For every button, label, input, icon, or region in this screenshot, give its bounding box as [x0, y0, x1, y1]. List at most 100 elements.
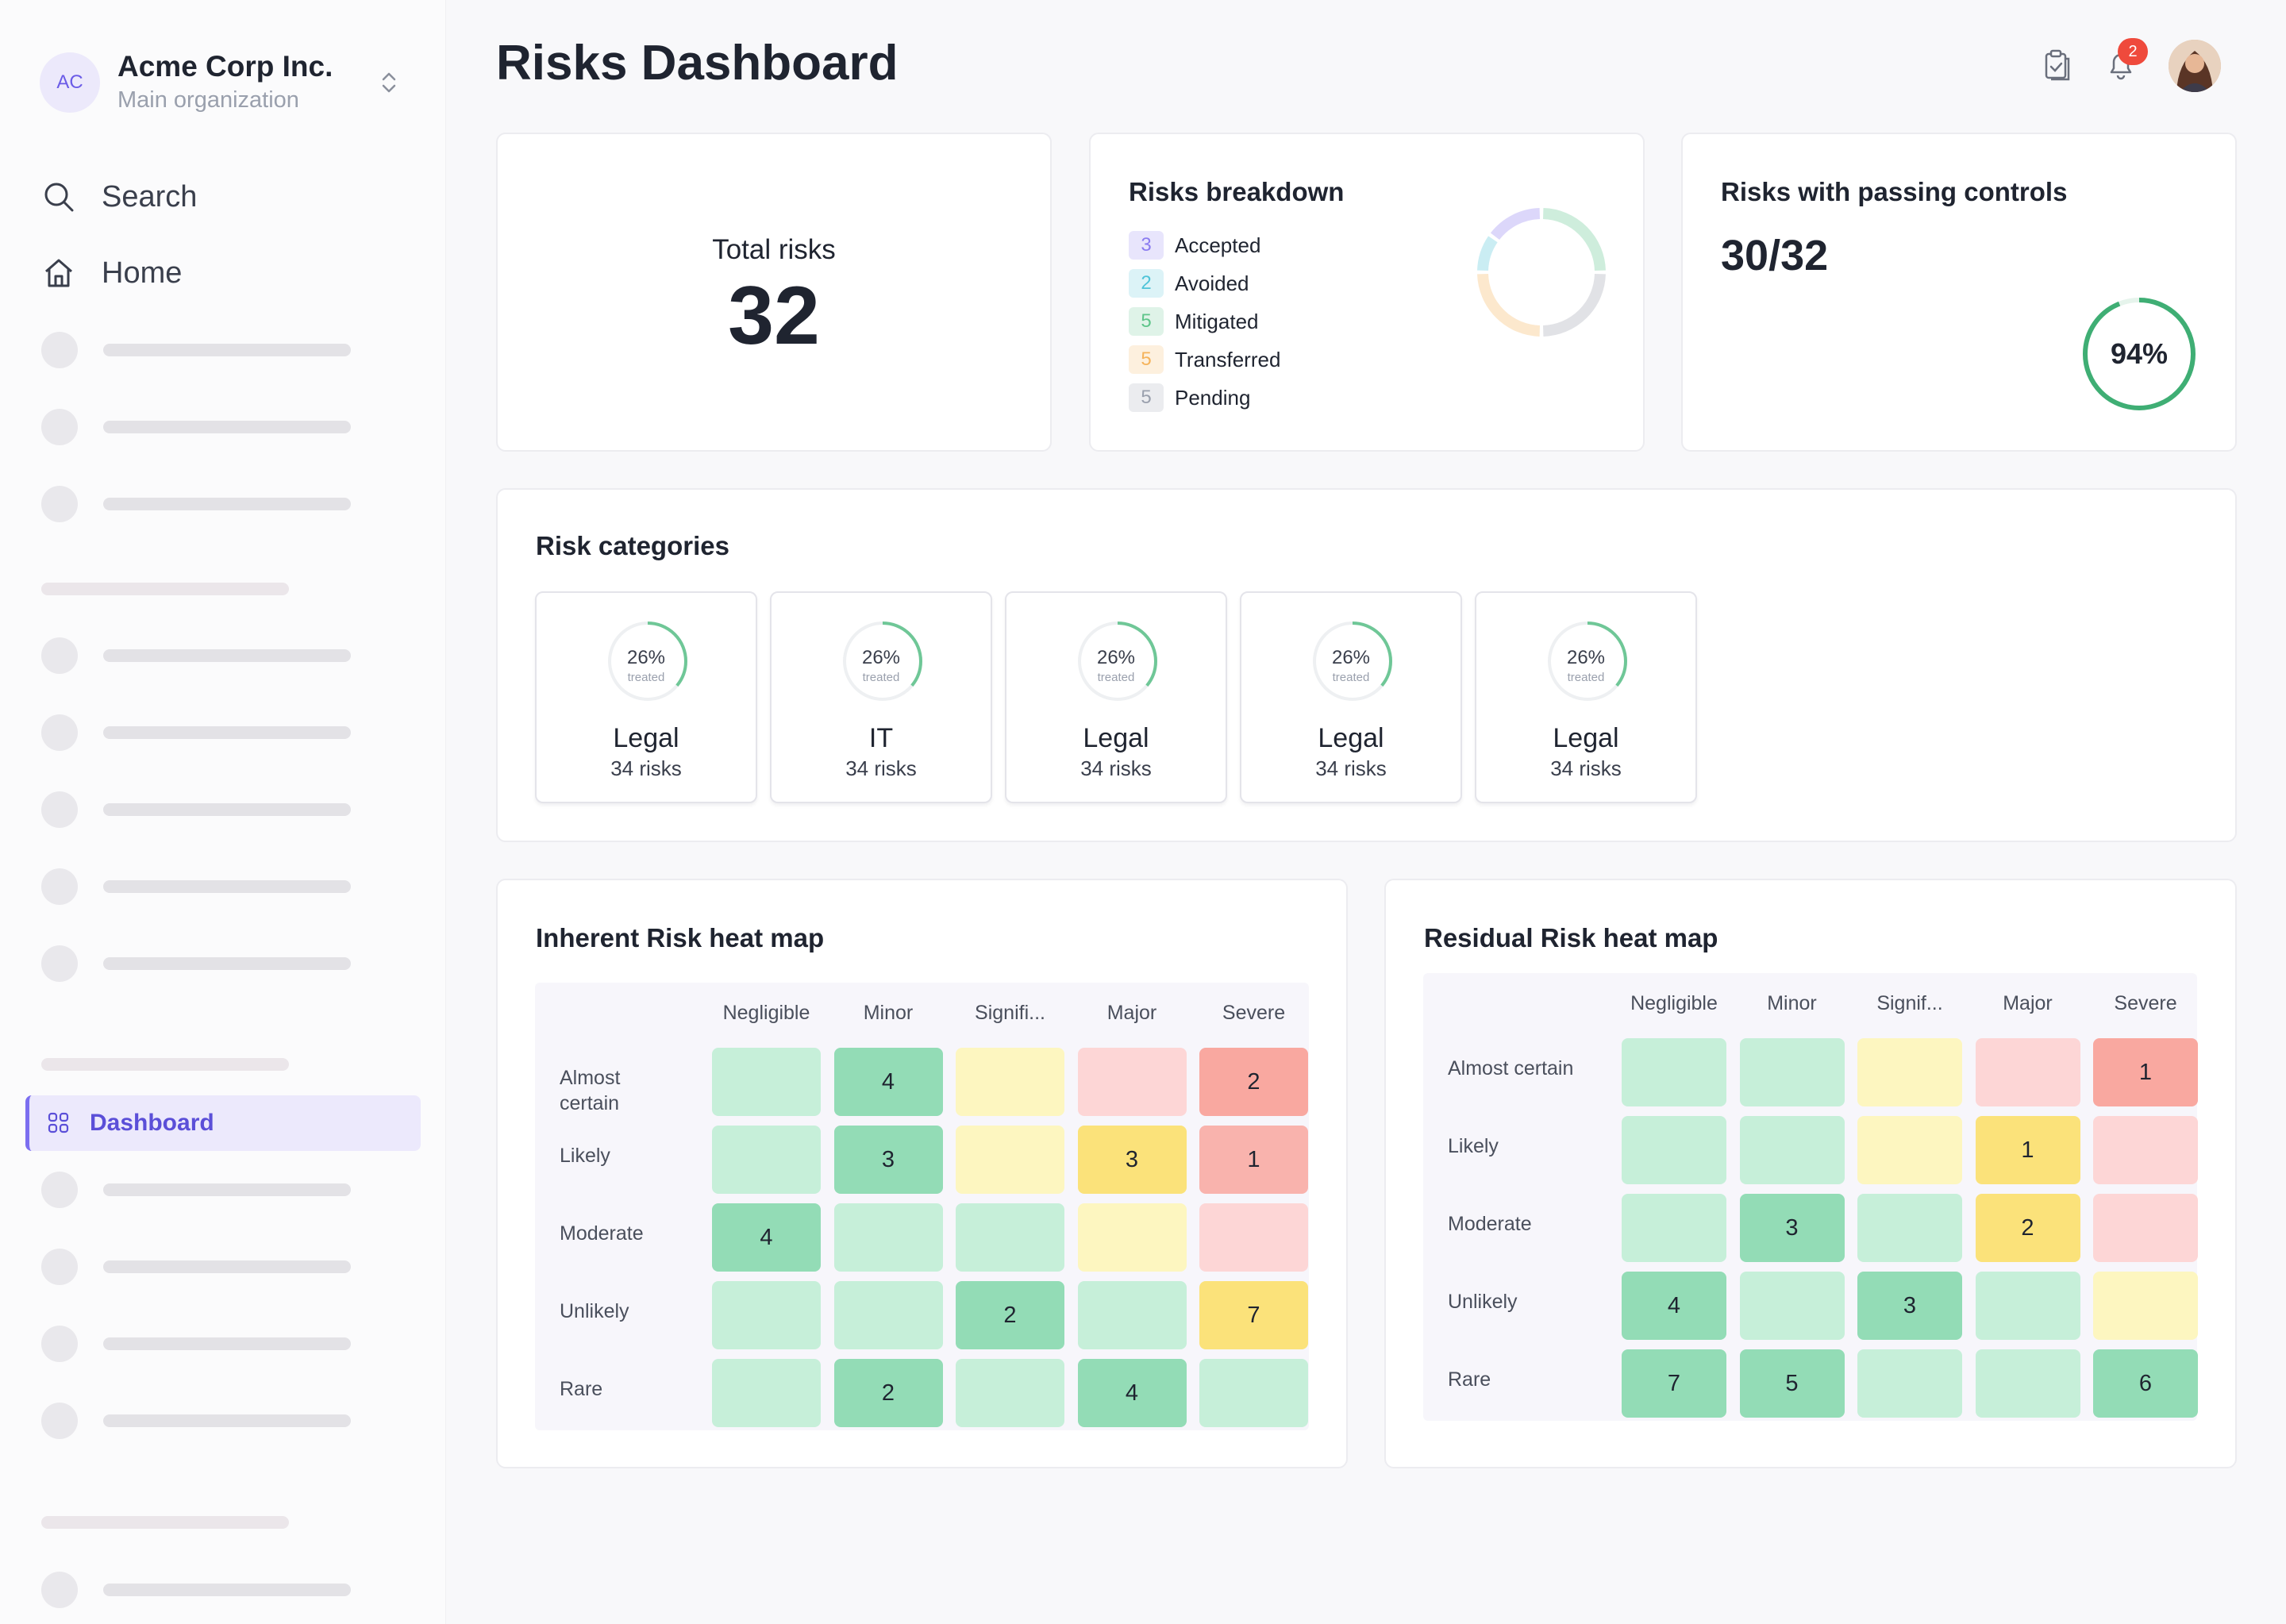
- heatmap-cell[interactable]: 4: [1077, 1359, 1187, 1427]
- heatmap-cell[interactable]: [2093, 1194, 2198, 1262]
- heatmap-cell[interactable]: [956, 1359, 1064, 1427]
- residual-heatmap-title: Residual Risk heat map: [1424, 923, 1718, 952]
- heatmap-cell[interactable]: [956, 1048, 1064, 1116]
- heatmap-cell[interactable]: 1: [2093, 1038, 2198, 1106]
- risk-category-tile[interactable]: 26% treated Legal 34 risks: [1475, 591, 1697, 803]
- sidebar-placeholder-item: [41, 714, 351, 751]
- heatmap-cell[interactable]: 2: [1975, 1194, 2080, 1262]
- home-icon: [45, 259, 72, 287]
- heatmap-cell[interactable]: [1857, 1194, 1962, 1262]
- heatmap-cell[interactable]: 3: [1739, 1194, 1845, 1262]
- nav-home[interactable]: Home: [41, 256, 182, 291]
- nav-dashboard-label: Dashboard: [90, 1110, 214, 1136]
- sidebar-placeholder-heading: [41, 1516, 289, 1529]
- breakdown-count: 3: [1129, 231, 1164, 260]
- heatmap-cell[interactable]: [712, 1359, 821, 1427]
- risk-category-tile[interactable]: 26% treated Legal 34 risks: [535, 591, 757, 803]
- category-count: 34 risks: [1315, 756, 1387, 780]
- category-treated-label: treated: [1332, 671, 1370, 684]
- heatmap-cell[interactable]: 3: [833, 1126, 943, 1194]
- heatmap-cell[interactable]: [1622, 1038, 1726, 1106]
- risk-category-tile[interactable]: 26% treated Legal 34 risks: [1240, 591, 1462, 803]
- heatmap-cell[interactable]: 2: [833, 1359, 943, 1427]
- breakdown-item: 3 Accepted: [1129, 231, 1260, 260]
- heatmap-cell[interactable]: [1975, 1349, 2080, 1418]
- heatmap-cell[interactable]: 1: [1199, 1126, 1308, 1194]
- sidebar-placeholder-item: [41, 1326, 351, 1362]
- heatmap-cell[interactable]: [1622, 1116, 1726, 1184]
- category-ring: [1078, 622, 1157, 701]
- nav-search[interactable]: Search: [41, 179, 197, 214]
- heatmap-cell[interactable]: 1: [1975, 1116, 2080, 1184]
- category-treated-label: treated: [627, 671, 665, 684]
- heatmap-cell[interactable]: 4: [712, 1203, 821, 1272]
- heatmap-cell[interactable]: 6: [2093, 1349, 2198, 1418]
- clipboard-check-icon[interactable]: [2035, 43, 2080, 87]
- heatmap-cell[interactable]: 4: [833, 1048, 943, 1116]
- heatmap-cell[interactable]: [1622, 1194, 1726, 1262]
- nav-dashboard[interactable]: Dashboard: [25, 1095, 421, 1151]
- heatmap-cell[interactable]: [1975, 1272, 2080, 1340]
- sidebar-placeholder-item: [41, 945, 351, 982]
- sidebar-placeholder-item: [41, 1403, 351, 1439]
- heatmap-row-header: Likely: [1448, 1135, 1499, 1157]
- breakdown-item: 2 Avoided: [1129, 269, 1249, 298]
- heatmap-cell[interactable]: [1857, 1038, 1962, 1106]
- heatmap-cell[interactable]: [2093, 1272, 2198, 1340]
- heatmap-cell[interactable]: [1739, 1038, 1845, 1106]
- risk-category-tile[interactable]: 26% treated IT 34 risks: [770, 591, 992, 803]
- heatmap-cell[interactable]: [956, 1126, 1064, 1194]
- heatmap-cell[interactable]: [956, 1203, 1064, 1272]
- heatmap-cell[interactable]: [833, 1281, 943, 1349]
- heatmap-cell[interactable]: 5: [1739, 1349, 1845, 1418]
- risk-category-tile[interactable]: 26% treated Legal 34 risks: [1005, 591, 1227, 803]
- heatmap-cell[interactable]: [833, 1203, 943, 1272]
- category-count: 34 risks: [610, 756, 682, 780]
- sidebar-placeholder-item: [41, 1249, 351, 1285]
- ring-progress: [2083, 298, 2196, 410]
- grid-icon: [48, 1112, 69, 1133]
- heatmap-cell[interactable]: 2: [956, 1281, 1064, 1349]
- heatmap-cell[interactable]: [712, 1126, 821, 1194]
- donut-segment-mitigated: [1542, 208, 1606, 271]
- sidebar-placeholder-item: [41, 791, 351, 828]
- sidebar-placeholder-heading: [41, 583, 289, 595]
- heatmap-column-header: Minor: [1767, 992, 1817, 1014]
- breakdown-count: 5: [1129, 345, 1164, 374]
- heatmap-cell[interactable]: [1077, 1203, 1187, 1272]
- breakdown-item: 5 Transferred: [1129, 345, 1280, 374]
- chevron-up-down-icon[interactable]: [373, 67, 405, 98]
- heatmap-cell[interactable]: [1857, 1349, 1962, 1418]
- passing-controls-ring: [2083, 298, 2196, 410]
- heatmap-row-header: Almost certain: [560, 1067, 621, 1114]
- heatmap-cell[interactable]: [1077, 1048, 1187, 1116]
- heatmap-row-header: Rare: [1448, 1368, 1491, 1391]
- heatmap-cell[interactable]: [1975, 1038, 2080, 1106]
- heatmap-row-header: Moderate: [1448, 1213, 1532, 1235]
- org-avatar: AC: [40, 52, 100, 113]
- heatmap-cell[interactable]: 3: [1857, 1272, 1962, 1340]
- heatmap-cell[interactable]: 3: [1077, 1126, 1187, 1194]
- risk-categories-title: Risk categories: [536, 531, 729, 560]
- org-switcher[interactable]: AC Acme Corp Inc. Main organization: [40, 49, 405, 116]
- heatmap-cell[interactable]: [1857, 1116, 1962, 1184]
- category-name: Legal: [1553, 723, 1619, 753]
- heatmap-cell[interactable]: [1199, 1359, 1308, 1427]
- heatmap-cell[interactable]: 7: [1622, 1349, 1726, 1418]
- user-avatar[interactable]: [2169, 40, 2221, 92]
- heatmap-cell[interactable]: 2: [1199, 1048, 1308, 1116]
- heatmap-cell[interactable]: 7: [1199, 1281, 1308, 1349]
- heatmap-column-header: Major: [2003, 992, 2053, 1014]
- org-subtitle: Main organization: [117, 87, 299, 113]
- category-count: 34 risks: [845, 756, 917, 780]
- heatmap-column-header: Signif...: [1876, 992, 1943, 1014]
- heatmap-cell[interactable]: [1077, 1281, 1187, 1349]
- nav-home-label: Home: [102, 256, 183, 290]
- heatmap-cell[interactable]: [712, 1048, 821, 1116]
- heatmap-cell[interactable]: 4: [1622, 1272, 1726, 1340]
- heatmap-cell[interactable]: [712, 1281, 821, 1349]
- heatmap-cell[interactable]: [2093, 1116, 2198, 1184]
- heatmap-cell[interactable]: [1739, 1116, 1845, 1184]
- heatmap-cell[interactable]: [1739, 1272, 1845, 1340]
- heatmap-cell[interactable]: [1199, 1203, 1308, 1272]
